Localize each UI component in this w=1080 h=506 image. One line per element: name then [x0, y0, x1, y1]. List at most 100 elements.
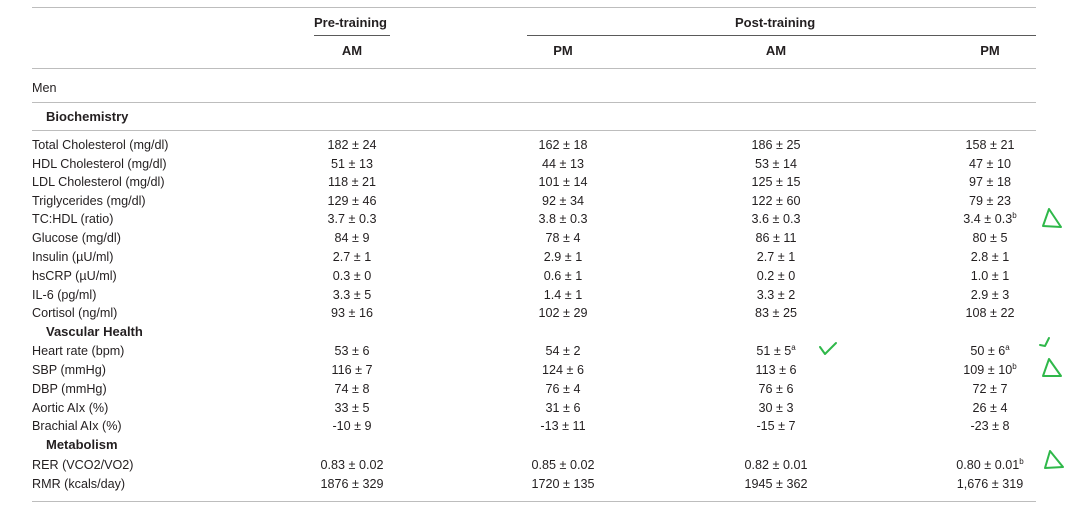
- table-cell: 129 ± 46: [272, 194, 432, 209]
- table-cell: 1945 ± 362: [696, 477, 856, 492]
- table-cell: 93 ± 16: [272, 306, 432, 321]
- table-cell: 79 ± 23: [910, 194, 1070, 209]
- table-cell: 158 ± 21: [910, 138, 1070, 153]
- triangle-icon: [1044, 450, 1064, 469]
- table-cell: 162 ± 18: [483, 138, 643, 153]
- cell-value: 109 ± 10: [963, 363, 1013, 377]
- table-cell: 86 ± 11: [696, 231, 856, 246]
- cell-value: 0.85 ± 0.02: [531, 458, 595, 472]
- cell-value: 54 ± 2: [545, 344, 581, 358]
- cell-value: 182 ± 24: [327, 138, 377, 152]
- table-cell: 2.8 ± 1: [910, 250, 1070, 265]
- row-label: DBP (mmHg): [32, 382, 107, 396]
- cell-value: 2.9 ± 3: [970, 288, 1010, 302]
- cell-value: -10 ± 9: [332, 419, 372, 433]
- table-cell: 118 ± 21: [272, 175, 432, 190]
- table-cell: 3.3 ± 2: [696, 288, 856, 303]
- cell-value: 0.80 ± 0.01: [956, 458, 1020, 472]
- table-cell: 3.3 ± 5: [272, 288, 432, 303]
- table-cell: 0.2 ± 0: [696, 269, 856, 284]
- cell-value: 76 ± 4: [545, 382, 581, 396]
- table-cell: 2.7 ± 1: [696, 250, 856, 265]
- table-cell: 0.85 ± 0.02: [483, 458, 643, 473]
- cell-value: 97 ± 18: [969, 175, 1011, 189]
- cell-value: 113 ± 6: [755, 363, 797, 377]
- table-cell: 109 ± 10b: [910, 363, 1070, 378]
- cell-value: 1.4 ± 1: [543, 288, 583, 302]
- significance-superscript: a: [791, 343, 796, 352]
- cell-value: 30 ± 3: [758, 401, 794, 415]
- cell-value: 0.3 ± 0: [332, 269, 372, 283]
- table-cell: 84 ± 9: [272, 231, 432, 246]
- cell-value: 2.8 ± 1: [970, 250, 1010, 264]
- cell-value: 76 ± 6: [758, 382, 794, 396]
- cell-value: 129 ± 46: [327, 194, 377, 208]
- cell-value: 72 ± 7: [972, 382, 1008, 396]
- table-cell: 2.7 ± 1: [272, 250, 432, 265]
- cell-value: 186 ± 25: [751, 138, 801, 152]
- table-cell: -15 ± 7: [696, 419, 856, 434]
- column-header-post-am: AM: [765, 43, 787, 58]
- cell-value: 162 ± 18: [538, 138, 588, 152]
- table-cell: 2.9 ± 1: [483, 250, 643, 265]
- table-cell: 3.4 ± 0.3b: [910, 212, 1070, 227]
- cell-value: 47 ± 10: [969, 157, 1011, 171]
- section-vascular-health: Vascular Health: [46, 324, 143, 339]
- row-label: Glucose (mg/dl): [32, 231, 121, 245]
- table-cell: 33 ± 5: [272, 401, 432, 416]
- triangle-icon: [1042, 208, 1062, 228]
- table-cell: 102 ± 29: [483, 306, 643, 321]
- cell-value: 1945 ± 362: [744, 477, 808, 491]
- cell-value: 158 ± 21: [965, 138, 1015, 152]
- significance-superscript: b: [1012, 211, 1017, 220]
- post-training-underline: [527, 35, 1036, 36]
- cell-value: 2.9 ± 1: [543, 250, 583, 264]
- section-biochemistry: Biochemistry: [46, 109, 129, 124]
- check-icon: [1039, 337, 1050, 347]
- table-cell: 2.9 ± 3: [910, 288, 1070, 303]
- table-cell: 3.6 ± 0.3: [696, 212, 856, 227]
- cell-value: 3.6 ± 0.3: [751, 212, 801, 226]
- cell-value: 53 ± 14: [755, 157, 797, 171]
- column-header-post-pm: PM: [980, 43, 1000, 58]
- cell-value: 51 ± 13: [331, 157, 373, 171]
- cell-value: 0.6 ± 1: [543, 269, 583, 283]
- row-label: Brachial AIx (%): [32, 419, 122, 433]
- table-cell: 101 ± 14: [483, 175, 643, 190]
- table-cell: 122 ± 60: [696, 194, 856, 209]
- row-label: Insulin (µU/ml): [32, 250, 114, 264]
- table-cell: 1.4 ± 1: [483, 288, 643, 303]
- cell-value: 0.82 ± 0.01: [744, 458, 808, 472]
- cell-value: 31 ± 6: [545, 401, 581, 415]
- table-cell: 54 ± 2: [483, 344, 643, 359]
- table-cell: -13 ± 11: [483, 419, 643, 434]
- table-cell: 0.6 ± 1: [483, 269, 643, 284]
- table-cell: 97 ± 18: [910, 175, 1070, 190]
- cell-value: 125 ± 15: [751, 175, 801, 189]
- table-cell: 0.3 ± 0: [272, 269, 432, 284]
- pre-training-underline: [314, 35, 390, 36]
- cell-value: 33 ± 5: [334, 401, 370, 415]
- cell-value: 83 ± 25: [755, 306, 797, 320]
- table-cell: 74 ± 8: [272, 382, 432, 397]
- table-cell: 51 ± 5a: [696, 344, 856, 359]
- table-cell: 0.83 ± 0.02: [272, 458, 432, 473]
- cell-value: 0.2 ± 0: [756, 269, 796, 283]
- cell-value: 79 ± 23: [969, 194, 1011, 208]
- significance-superscript: b: [1019, 457, 1024, 466]
- check-icon: [819, 342, 837, 355]
- cell-value: 80 ± 5: [972, 231, 1008, 245]
- row-label: Aortic AIx (%): [32, 401, 109, 415]
- cell-value: -15 ± 7: [756, 419, 796, 433]
- cell-value: 124 ± 6: [542, 363, 584, 377]
- cell-value: 118 ± 21: [328, 175, 376, 189]
- table-cell: 83 ± 25: [696, 306, 856, 321]
- table-cell: 0.80 ± 0.01b: [910, 458, 1070, 473]
- cell-value: 1876 ± 329: [320, 477, 384, 491]
- row-label: Total Cholesterol (mg/dl): [32, 138, 169, 152]
- table-cell: 72 ± 7: [910, 382, 1070, 397]
- table-cell: 47 ± 10: [910, 157, 1070, 172]
- table-cell: 51 ± 13: [272, 157, 432, 172]
- cell-value: 92 ± 34: [542, 194, 584, 208]
- cell-value: 50 ± 6: [970, 344, 1006, 358]
